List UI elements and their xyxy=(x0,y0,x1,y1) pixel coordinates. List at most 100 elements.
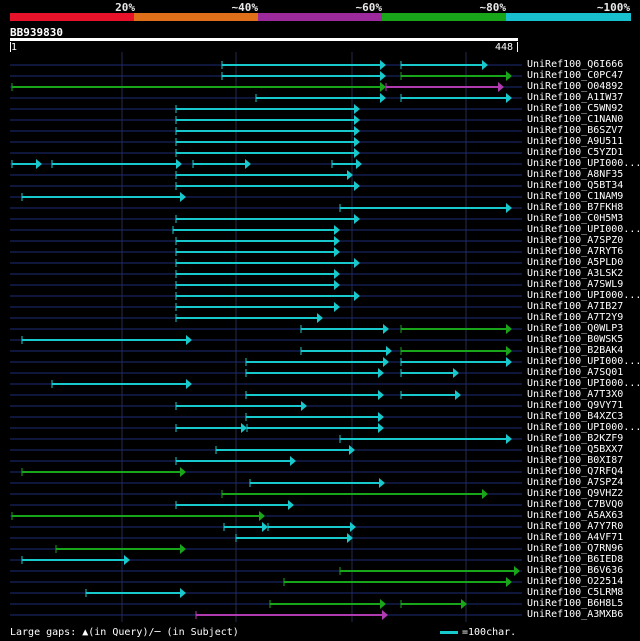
hit-label[interactable]: UniRef100_A7SWL9 xyxy=(527,279,624,290)
hit-segment[interactable] xyxy=(175,170,353,180)
hit-segment[interactable] xyxy=(55,544,186,554)
hit-label[interactable]: UniRef100_B2KZF9 xyxy=(527,433,624,444)
hit-segment[interactable] xyxy=(246,423,384,433)
hit-label[interactable]: UniRef100_UPI000... xyxy=(527,356,640,367)
hit-segment[interactable] xyxy=(175,181,360,191)
hit-segment[interactable] xyxy=(195,610,388,620)
hit-label[interactable]: UniRef100_A7IB27 xyxy=(527,301,624,312)
hit-segment[interactable] xyxy=(221,60,386,70)
hit-label[interactable]: UniRef100_B6IED8 xyxy=(527,554,624,565)
hit-label[interactable]: UniRef100_B6H8L5 xyxy=(527,598,624,609)
hit-label[interactable]: UniRef100_C0PC47 xyxy=(527,70,624,81)
hit-segment[interactable] xyxy=(175,148,360,158)
hit-segment[interactable] xyxy=(269,599,386,609)
hit-segment[interactable] xyxy=(400,368,459,378)
hit-segment[interactable] xyxy=(245,368,384,378)
hit-segment[interactable] xyxy=(21,467,186,477)
hit-segment[interactable] xyxy=(172,225,340,235)
hit-label[interactable]: UniRef100_C1NAN0 xyxy=(527,114,624,125)
hit-segment[interactable] xyxy=(175,280,340,290)
hit-segment[interactable] xyxy=(221,489,488,499)
hit-label[interactable]: UniRef100_O22514 xyxy=(527,576,624,587)
hit-segment[interactable] xyxy=(175,214,360,224)
hit-label[interactable]: UniRef100_Q0WLP3 xyxy=(527,323,624,334)
hit-label[interactable]: UniRef100_B4XZC3 xyxy=(527,411,624,422)
hit-segment[interactable] xyxy=(175,104,360,114)
hit-segment[interactable] xyxy=(192,159,251,169)
hit-label[interactable]: UniRef100_A5PLD0 xyxy=(527,257,624,268)
hit-label[interactable]: UniRef100_A7T2Y9 xyxy=(527,312,624,323)
hit-label[interactable]: UniRef100_Q5BT34 xyxy=(527,180,624,191)
hit-segment[interactable] xyxy=(339,203,512,213)
hit-segment[interactable] xyxy=(245,390,384,400)
hit-label[interactable]: UniRef100_A7SQ01 xyxy=(527,367,624,378)
hit-label[interactable]: UniRef100_A7SPZ4 xyxy=(527,477,624,488)
hit-segment[interactable] xyxy=(175,313,323,323)
hit-segment[interactable] xyxy=(215,445,355,455)
hit-label[interactable]: UniRef100_A3LSK2 xyxy=(527,268,624,279)
hit-segment[interactable] xyxy=(175,126,360,136)
hit-segment[interactable] xyxy=(400,390,461,400)
hit-label[interactable]: UniRef100_Q7RFQ4 xyxy=(527,466,624,477)
hit-label[interactable]: UniRef100_UPI000... xyxy=(527,158,640,169)
hit-segment[interactable] xyxy=(175,115,360,125)
hit-segment[interactable] xyxy=(267,522,356,532)
hit-segment[interactable] xyxy=(11,511,265,521)
hit-segment[interactable] xyxy=(400,60,488,70)
hit-label[interactable]: UniRef100_Q9VY71 xyxy=(527,400,624,411)
hit-label[interactable]: UniRef100_A1IW37 xyxy=(527,92,624,103)
hit-segment[interactable] xyxy=(331,159,362,169)
hit-label[interactable]: UniRef100_A4VF71 xyxy=(527,532,624,543)
hit-segment[interactable] xyxy=(175,423,247,433)
hit-segment[interactable] xyxy=(385,82,504,92)
hit-segment[interactable] xyxy=(21,555,130,565)
hit-label[interactable]: UniRef100_A7T3X0 xyxy=(527,389,624,400)
hit-segment[interactable] xyxy=(175,247,340,257)
hit-segment[interactable] xyxy=(11,82,386,92)
hit-label[interactable]: UniRef100_A8NF35 xyxy=(527,169,624,180)
hit-segment[interactable] xyxy=(400,599,467,609)
hit-label[interactable]: UniRef100_B0WSK5 xyxy=(527,334,624,345)
hit-label[interactable]: UniRef100_A9U511 xyxy=(527,136,624,147)
hit-label[interactable]: UniRef100_B0XI87 xyxy=(527,455,624,466)
hit-label[interactable]: UniRef100_C5YZD1 xyxy=(527,147,624,158)
hit-label[interactable]: UniRef100_A7Y7R0 xyxy=(527,521,624,532)
hit-segment[interactable] xyxy=(175,302,340,312)
hit-segment[interactable] xyxy=(400,71,512,81)
hit-label[interactable]: UniRef100_UPI000... xyxy=(527,378,640,389)
hit-label[interactable]: UniRef100_O04892 xyxy=(527,81,624,92)
hit-segment[interactable] xyxy=(175,258,360,268)
hit-segment[interactable] xyxy=(175,236,340,246)
hit-label[interactable]: UniRef100_Q7RN96 xyxy=(527,543,624,554)
hit-segment[interactable] xyxy=(400,346,512,356)
hit-segment[interactable] xyxy=(175,137,360,147)
hit-segment[interactable] xyxy=(283,577,512,587)
hit-segment[interactable] xyxy=(339,434,512,444)
hit-segment[interactable] xyxy=(300,346,392,356)
hit-segment[interactable] xyxy=(85,588,186,598)
hit-segment[interactable] xyxy=(400,93,512,103)
hit-segment[interactable] xyxy=(249,478,385,488)
hit-segment[interactable] xyxy=(51,379,192,389)
hit-label[interactable]: UniRef100_C0H5M3 xyxy=(527,213,624,224)
hit-segment[interactable] xyxy=(175,500,294,510)
hit-segment[interactable] xyxy=(245,412,384,422)
hit-segment[interactable] xyxy=(255,93,386,103)
hit-segment[interactable] xyxy=(21,335,192,345)
hit-segment[interactable] xyxy=(400,324,512,334)
hit-segment[interactable] xyxy=(175,401,307,411)
hit-label[interactable]: UniRef100_B6SZV7 xyxy=(527,125,624,136)
hit-segment[interactable] xyxy=(21,192,186,202)
hit-label[interactable]: UniRef100_C5WN92 xyxy=(527,103,624,114)
hit-segment[interactable] xyxy=(221,71,386,81)
hit-segment[interactable] xyxy=(175,456,296,466)
hit-label[interactable]: UniRef100_C7BVQ0 xyxy=(527,499,624,510)
hit-segment[interactable] xyxy=(223,522,268,532)
hit-label[interactable]: UniRef100_Q9VHZ2 xyxy=(527,488,624,499)
hit-segment[interactable] xyxy=(235,533,353,543)
hit-label[interactable]: UniRef100_Q5BXX7 xyxy=(527,444,624,455)
hit-label[interactable]: UniRef100_C1NAM9 xyxy=(527,191,624,202)
hit-label[interactable]: UniRef100_B7FKH8 xyxy=(527,202,624,213)
hit-label[interactable]: UniRef100_B6V636 xyxy=(527,565,624,576)
hit-label[interactable]: UniRef100_UPI000... xyxy=(527,422,640,433)
